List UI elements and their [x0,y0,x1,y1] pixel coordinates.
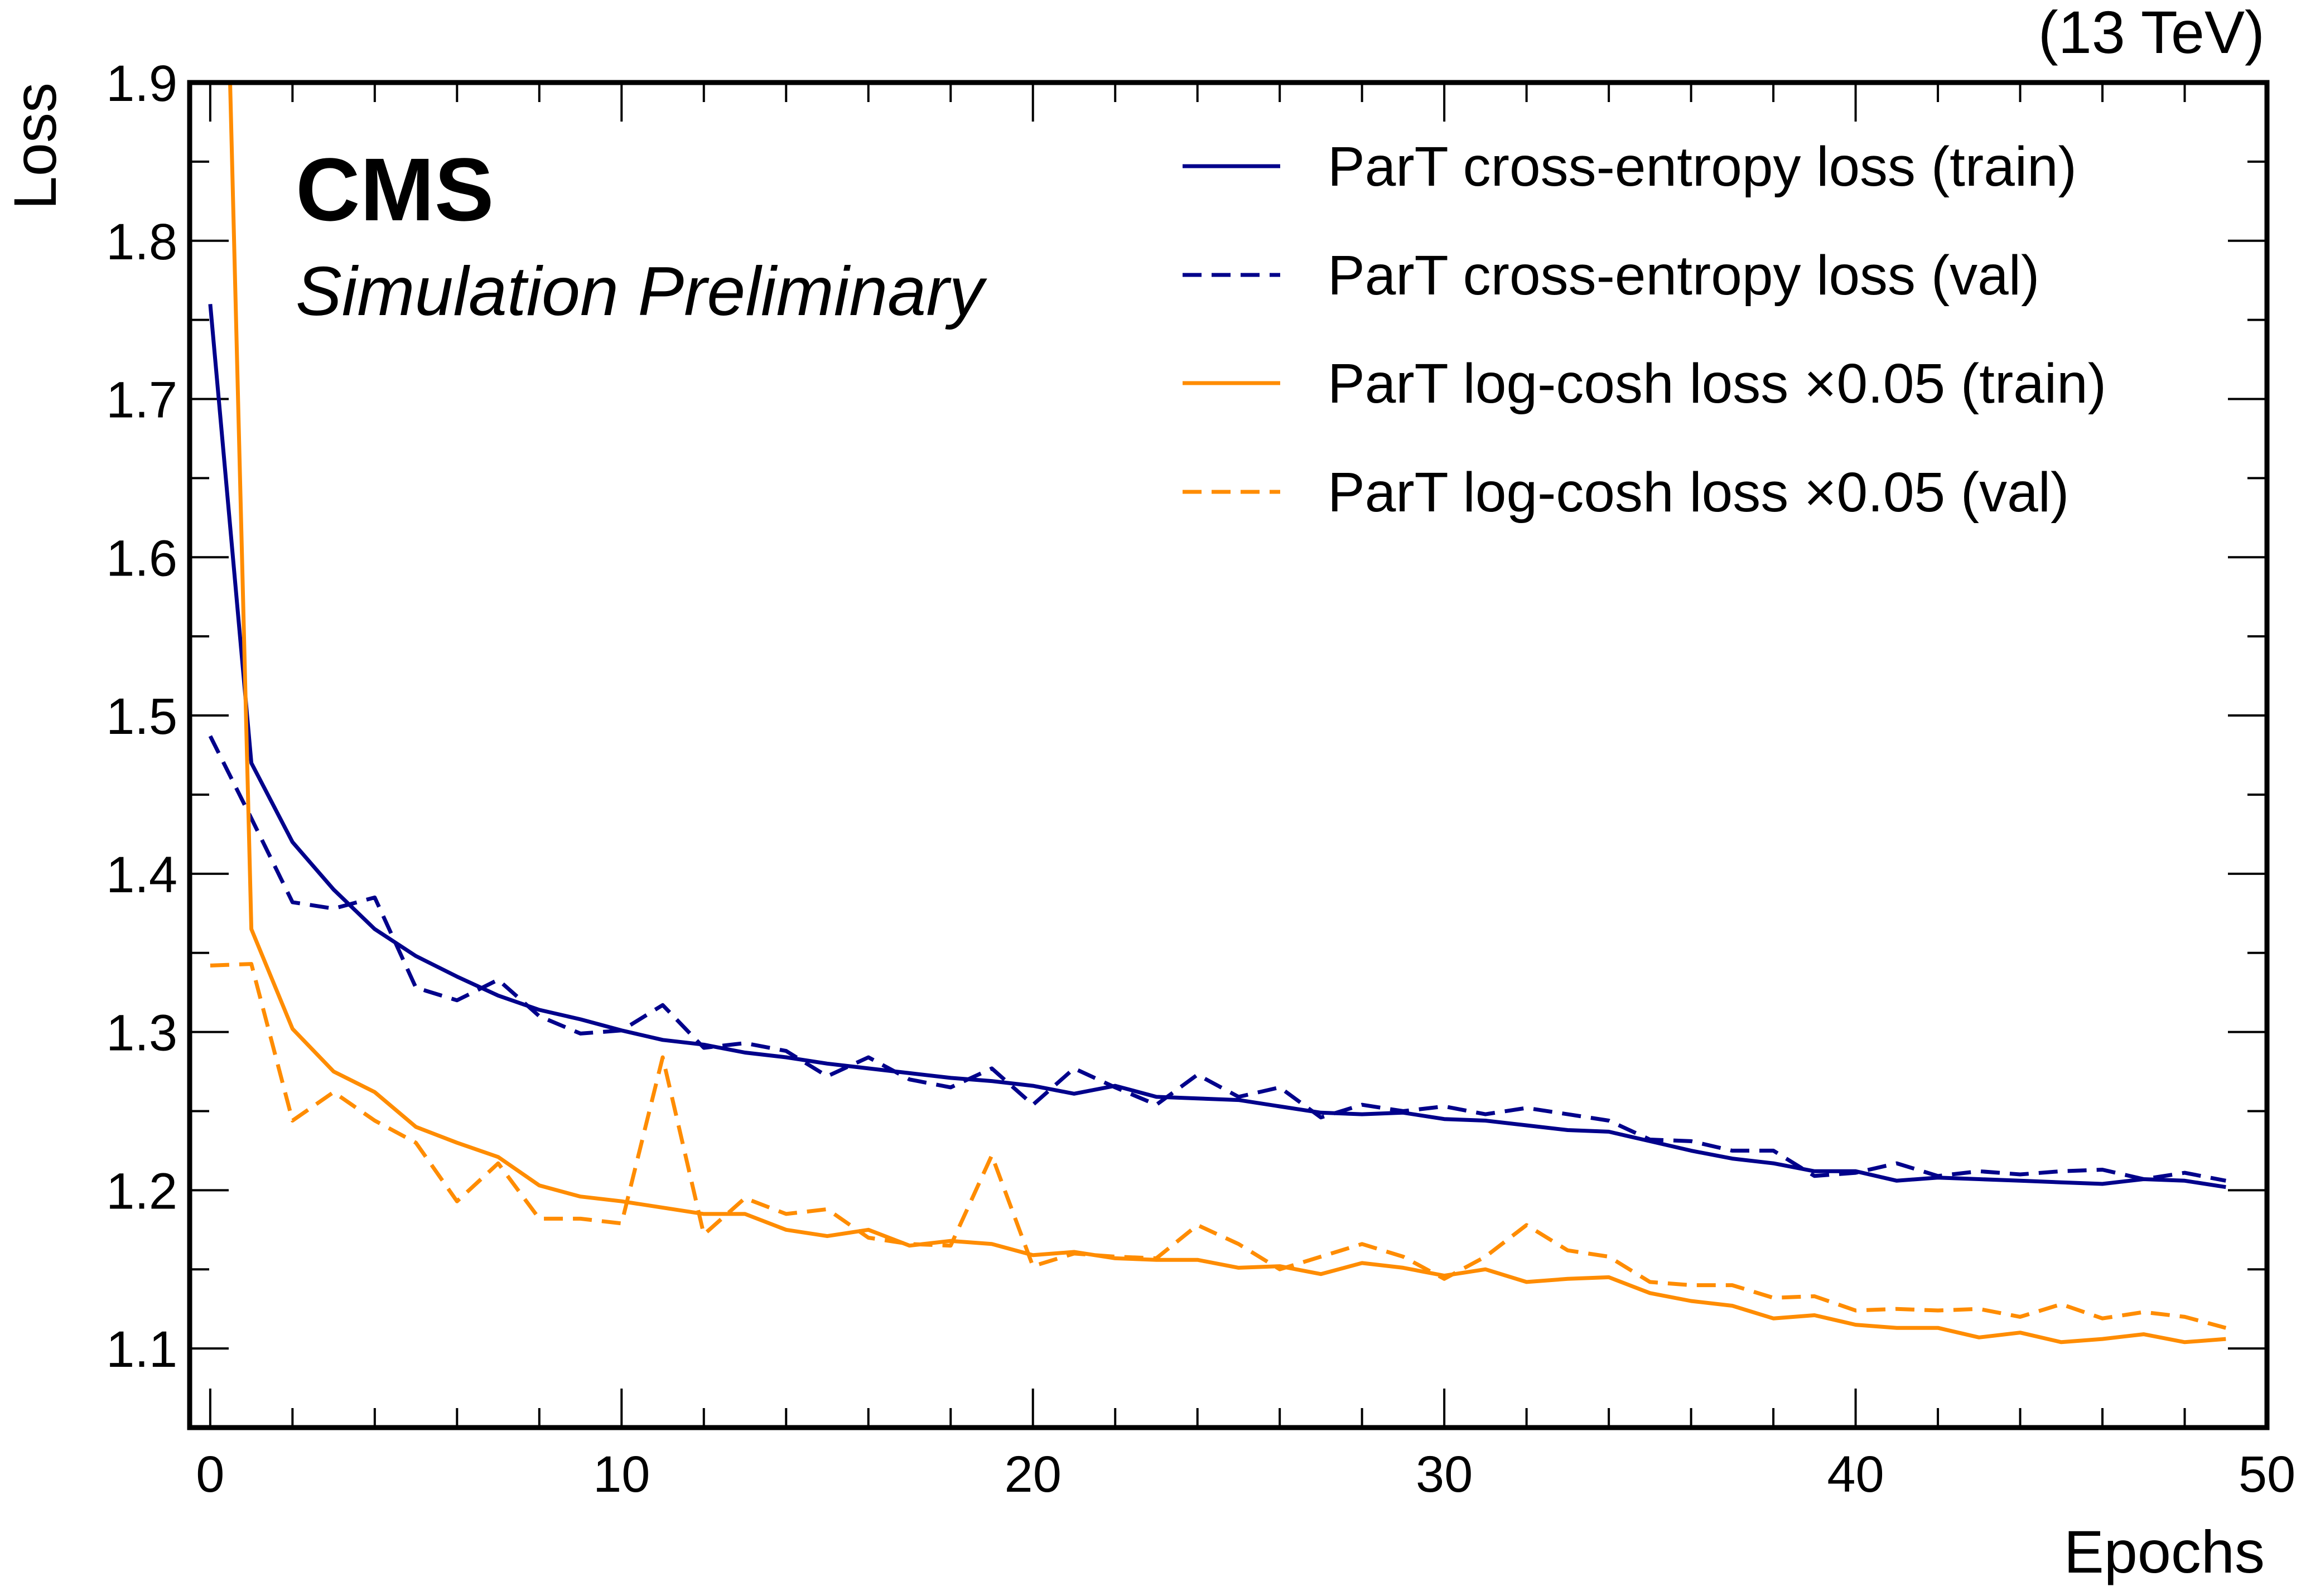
tick-labels: 0 10 20 30 40 50 1.1 1.2 1.3 1.4 1.5 1.6 1.7 1.8 1.9 [106,55,2295,1503]
y-tick-label: 1.1 [106,1321,177,1378]
y-tick-label: 1.6 [106,530,177,587]
x-tick-label: 20 [1005,1446,1062,1503]
y-tick-label: 1.8 [106,214,177,270]
legend-label: ParT log-cosh loss ×0.05 (train) [1328,352,2106,415]
y-tick-label: 1.4 [106,847,177,903]
y-tick-label: 1.2 [106,1163,177,1220]
experiment-label: CMS [296,139,494,239]
x-tick-label: 30 [1416,1446,1473,1503]
energy-label: (13 TeV) [2038,0,2265,66]
y-tick-label: 1.5 [106,688,177,745]
x-axis-title: Epochs [2064,1518,2265,1585]
series-line-2 [208,735,2226,1183]
series-line-3 [228,83,2226,1344]
x-tick-label: 10 [593,1446,650,1503]
y-axis-title: Loss [1,83,69,210]
axis-ticks [190,81,2268,1429]
x-tick-label: 0 [196,1446,224,1503]
series-line-4 [210,962,2227,1330]
legend: ParT cross-entropy loss (train) ParT cros… [1183,136,2106,524]
x-tick-label: 50 [2239,1446,2295,1503]
legend-label: ParT log-cosh loss ×0.05 (val) [1328,461,2069,524]
legend-label: ParT cross-entropy loss (val) [1328,244,2039,307]
x-tick-label: 40 [1827,1446,1884,1503]
experiment-sublabel: Simulation Preliminary [296,253,988,330]
legend-label: ParT cross-entropy loss (train) [1328,136,2077,198]
data-series [208,83,2227,1344]
y-tick-label: 1.3 [106,1005,177,1062]
series-line-1 [208,303,2226,1189]
y-tick-label: 1.9 [106,55,177,112]
y-tick-label: 1.7 [106,372,177,429]
plot-frame [187,80,2270,1430]
